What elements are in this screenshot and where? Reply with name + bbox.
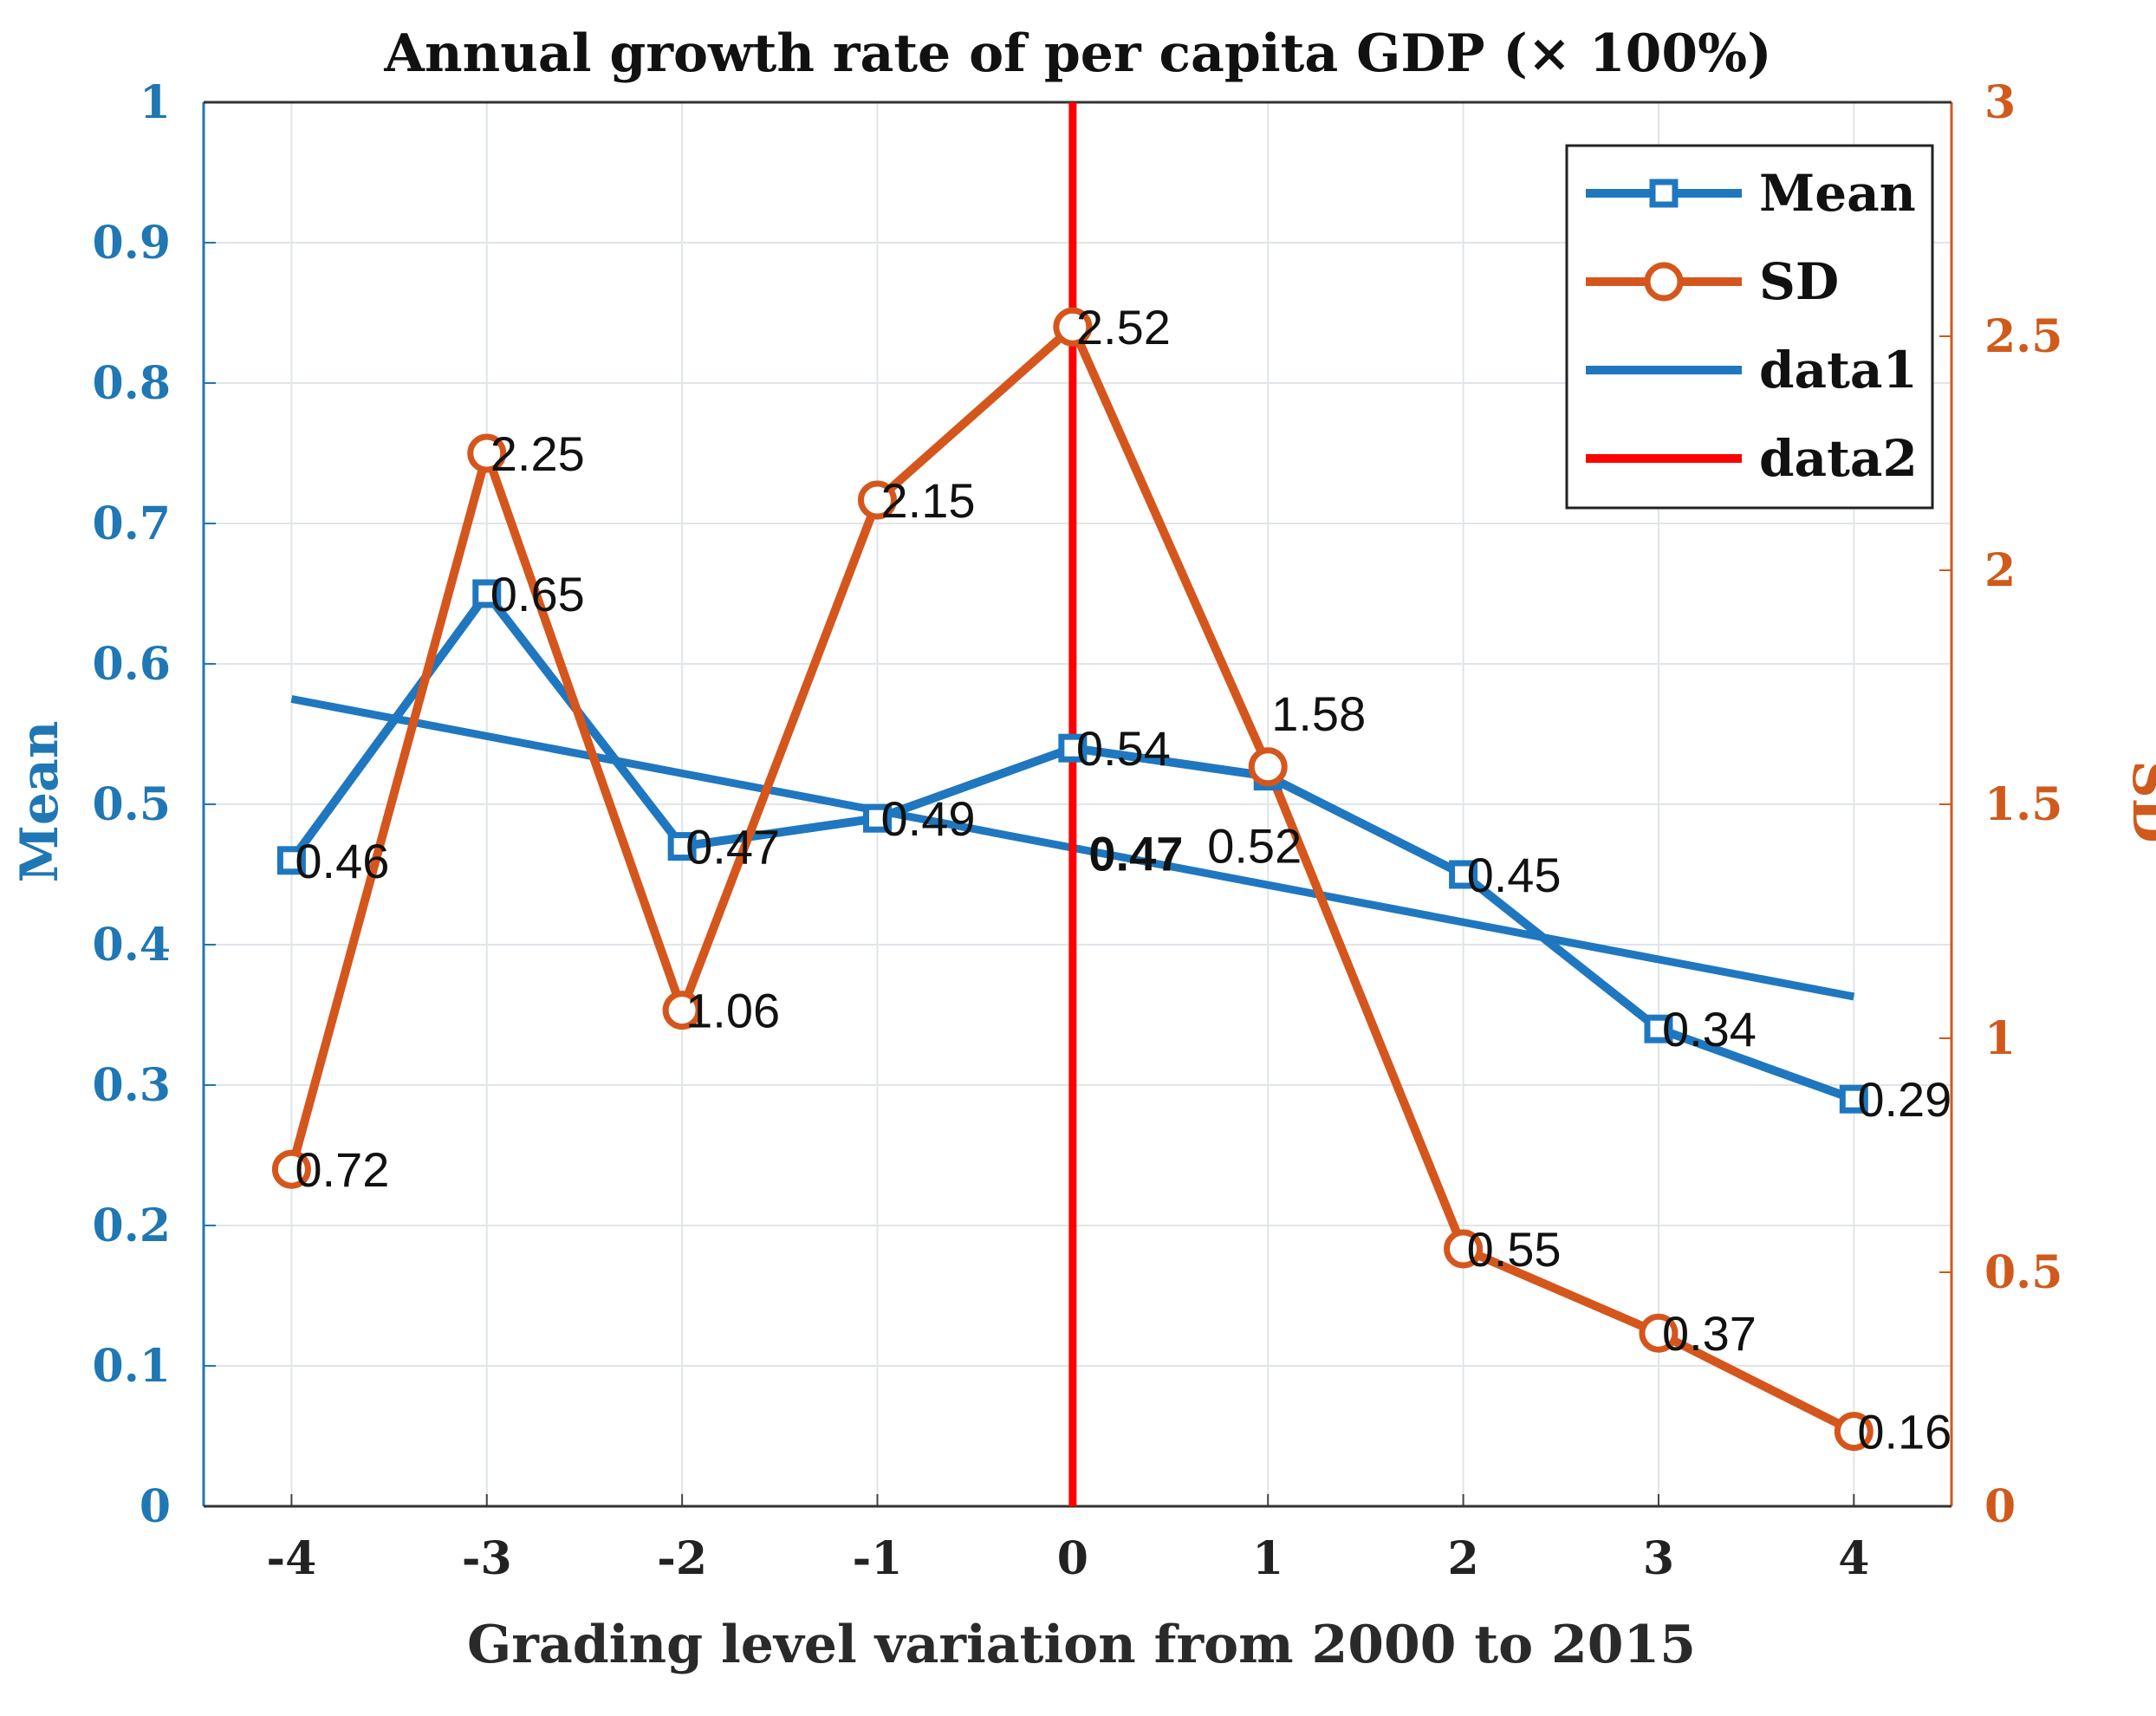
sd-marker xyxy=(662,991,702,1030)
mean-data-label: 0.49 xyxy=(881,791,976,846)
y-tick-label: 1 xyxy=(140,76,171,129)
y2-tick-label: 0 xyxy=(1984,1480,2016,1533)
y-tick-label: 0.7 xyxy=(93,497,171,550)
sd-data-label: 1.06 xyxy=(685,984,780,1038)
sd-marker xyxy=(1834,1412,1874,1452)
sd-marker xyxy=(467,433,507,473)
sd-data-label: 2.52 xyxy=(1076,300,1171,354)
legend-label: data2 xyxy=(1759,429,1918,488)
mean-data-label: 0.47 xyxy=(685,820,780,874)
sd-data-label: 0.55 xyxy=(1467,1222,1562,1277)
data-labels: 0.46 0.65 0.47 0.49 0.54 0.52 0.45 0.34 0.29 0.72… xyxy=(295,300,1951,1459)
sd-marker xyxy=(1444,1229,1484,1269)
x-tick-label: 2 xyxy=(1447,1532,1478,1585)
mean-data-label: 0.45 xyxy=(1467,848,1562,902)
legend-label: SD xyxy=(1759,252,1839,311)
y-tick-label: 0.3 xyxy=(93,1059,171,1112)
legend-box xyxy=(1565,144,1934,510)
legend: Mean SD data1 data2 xyxy=(1565,144,1934,510)
series-layer xyxy=(271,102,1874,1506)
x-tick-label: -2 xyxy=(657,1532,707,1585)
mean-marker xyxy=(1839,1084,1868,1114)
y-tick-label: 0.5 xyxy=(93,778,171,831)
y-tick-label: 0 xyxy=(140,1480,171,1533)
sd-data-label: 2.25 xyxy=(490,426,585,481)
mean-data-label: 0.29 xyxy=(1857,1072,1951,1127)
sd-marker xyxy=(1053,307,1093,347)
y2-tick-label: 0.5 xyxy=(1984,1246,2062,1299)
mean-data-label: 0.52 xyxy=(1207,819,1302,874)
y2-tick-label: 2.5 xyxy=(1984,310,2062,363)
legend-swatch-circle xyxy=(1644,262,1684,302)
sd-marker xyxy=(1639,1313,1679,1353)
sd-marker xyxy=(1248,747,1288,787)
annotation-label: 0.47 xyxy=(1088,827,1183,881)
legend-label: Mean xyxy=(1759,164,1916,223)
y-tick-label: 0.6 xyxy=(93,638,171,691)
sd-data-label: 1.58 xyxy=(1271,686,1366,741)
mean-data-label: 0.65 xyxy=(490,567,585,621)
y-tick-label: 0.8 xyxy=(93,357,171,410)
mean-marker xyxy=(1644,1014,1673,1043)
y2-tick-label: 1.5 xyxy=(1984,778,2062,831)
axes: -4 -3 -2 -1 0 1 2 3 4 0 0.1 0.2 0.3 0.4 0.5 0.6 0.7 0.8 0.… xyxy=(93,76,2063,1585)
grid xyxy=(204,101,1951,1507)
legend-label: data1 xyxy=(1759,341,1918,400)
x-tick-label: 4 xyxy=(1838,1532,1869,1585)
x-tick-label: 0 xyxy=(1057,1532,1088,1585)
y-tick-label: 0.1 xyxy=(93,1340,171,1393)
x-tick-label: 3 xyxy=(1643,1532,1674,1585)
mean-marker xyxy=(667,832,697,861)
sd-data-label: 0.16 xyxy=(1857,1405,1951,1459)
sd-data-label: 2.15 xyxy=(881,473,976,528)
y2-tick-label: 2 xyxy=(1984,544,2016,597)
mean-data-label: 0.54 xyxy=(1076,721,1171,776)
sd-data-label: 0.72 xyxy=(295,1142,389,1197)
y-axis-title: Mean xyxy=(10,720,70,882)
y2-tick-label: 1 xyxy=(1984,1012,2016,1065)
mean-marker xyxy=(276,846,306,875)
chart-title: Annual growth rate of per capita GDP (× … xyxy=(383,23,1771,84)
sd-marker xyxy=(858,480,898,520)
mean-marker xyxy=(863,803,893,833)
x-tick-label: -1 xyxy=(853,1532,903,1585)
y-tick-label: 0.4 xyxy=(93,919,171,972)
x-tick-label: 1 xyxy=(1252,1532,1283,1585)
x-axis-title: Grading level variation from 2000 to 201… xyxy=(467,1615,1696,1675)
sd-marker xyxy=(271,1149,311,1189)
mean-data-label: 0.46 xyxy=(295,834,389,888)
mean-marker xyxy=(1449,860,1478,889)
mean-marker xyxy=(472,579,502,608)
y-tick-label: 0.9 xyxy=(93,217,171,270)
y-tick-label: 0.2 xyxy=(93,1199,171,1252)
y2-axis-title: SD xyxy=(2120,760,2156,842)
mean-data-label: 0.34 xyxy=(1662,1002,1757,1056)
x-tick-label: -4 xyxy=(267,1532,317,1585)
y2-tick-label: 3 xyxy=(1984,76,2016,129)
mean-marker xyxy=(1058,733,1088,763)
sd-data-label: 0.37 xyxy=(1662,1306,1757,1361)
x-tick-label: -3 xyxy=(462,1532,512,1585)
legend-swatch-square xyxy=(1649,179,1679,208)
